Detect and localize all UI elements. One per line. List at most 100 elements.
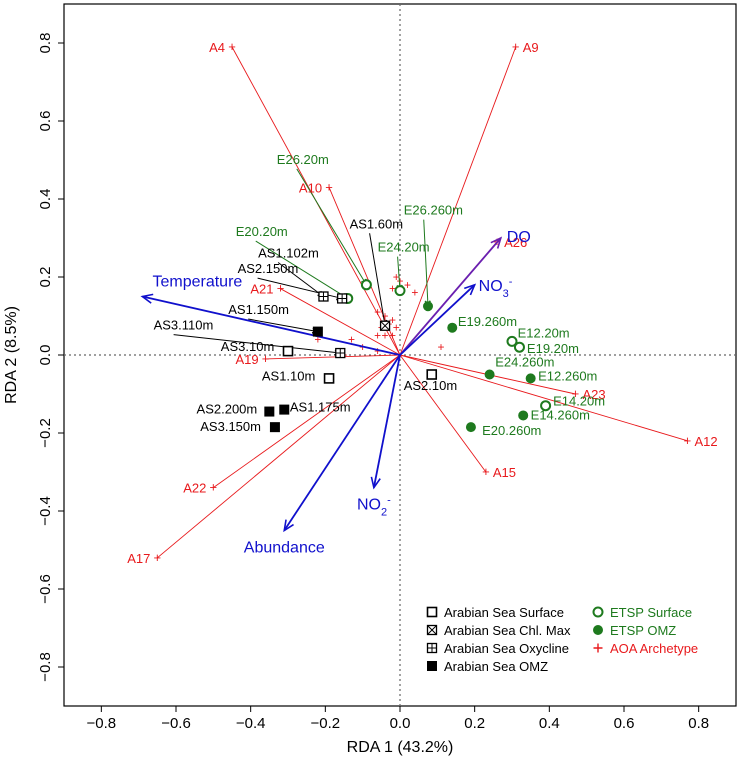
legend-marker-arabian-sea-chl-max-cross	[427, 625, 437, 635]
sample-e19-260m-label: E19.260m	[458, 314, 517, 329]
sample-as1-10m-marker	[323, 373, 335, 384]
y-axis-title: RDA 2 (8.5%)	[3, 306, 20, 404]
archetype-label-a4: A4	[209, 40, 225, 55]
archetype-marker-a12: +	[684, 433, 692, 448]
sample-e14-260m-marker	[518, 410, 529, 421]
sample-e24-20m-label: E24.20m	[378, 240, 430, 255]
env-label-abundance: Abundance	[244, 540, 325, 557]
archetype-marker-a10: +	[325, 179, 333, 194]
env-vector-temperature	[142, 295, 401, 356]
y-tick-label: 0.0	[37, 345, 54, 366]
env-vector-abundance	[283, 354, 401, 531]
sample-as3-10m-marker	[282, 345, 294, 357]
archetype-marker: +	[438, 340, 445, 354]
x-tick-label: 0.2	[464, 715, 485, 732]
archetype-vector-a9	[399, 46, 517, 356]
x-tick-label: 0.6	[614, 715, 635, 732]
x-tick-label: −0.4	[236, 715, 266, 732]
sample-as1-60m-label: AS1.60m	[350, 216, 403, 231]
sample-as3-150m-label: AS3.150m	[200, 419, 261, 434]
y-tick-label: −0.4	[37, 496, 54, 526]
archetype-marker: +	[374, 329, 381, 343]
archetype-marker: +	[382, 309, 389, 323]
sample-e20-260m-marker	[465, 422, 476, 433]
archetype-marker: +	[393, 270, 400, 284]
sample-as1-102m-marker	[318, 291, 329, 302]
legend-marker-arabian-sea-oxycline-plus	[427, 643, 437, 653]
archetype-marker: +	[393, 321, 400, 335]
sample-points	[264, 279, 552, 433]
sample-e19-260m-marker	[447, 322, 458, 333]
environmental-vectors	[140, 236, 503, 533]
archetype-label-a19: A19	[235, 352, 258, 367]
archetype-label-a12: A12	[694, 434, 717, 449]
sample-as3-110m-marker	[335, 347, 346, 359]
sample-e24-260m-marker	[484, 369, 495, 380]
x-tick-label: −0.6	[161, 715, 191, 732]
x-axis: −0.8 −0.6 −0.4 −0.2 0.0 0.2 0.4 0.6 0.8	[87, 706, 709, 732]
y-tick-label: 0.4	[37, 189, 54, 210]
x-tick-label: 0.4	[539, 715, 560, 732]
archetype-marker-a19: +	[262, 351, 270, 366]
sample-e14-20m-label: E14.20m	[553, 394, 605, 409]
archetype-label-a22: A22	[183, 481, 206, 496]
legend-marker-etsp-surface	[592, 606, 604, 618]
legend-marker-arabian-sea-oxycline	[426, 642, 438, 654]
sample-as1-60m-marker	[379, 320, 391, 331]
archetype-label-a26: A26	[504, 235, 527, 250]
archetype-label-a15: A15	[493, 465, 516, 480]
y-tick-label: 0.8	[37, 33, 54, 54]
sample-as1-150m-leader	[248, 318, 318, 333]
env-arrowhead-abundance	[283, 519, 294, 533]
sample-as1-150m-marker	[312, 326, 323, 337]
y-tick-label: −0.8	[37, 652, 54, 682]
archetype-marker-a23: +	[572, 386, 580, 401]
x-tick-label: −0.2	[311, 715, 341, 732]
archetype-marker: +	[374, 344, 381, 358]
sample-e14-20m-marker	[540, 400, 552, 412]
legend-marker-arabian-sea-chl-max	[426, 624, 438, 636]
legend-label-arabian-sea-surface: Arabian Sea Surface	[444, 605, 564, 620]
archetype-label-a10: A10	[299, 180, 322, 195]
sample-e26-260m-leader	[423, 219, 429, 307]
sample-as2-200m-marker	[264, 406, 275, 417]
archetype-marker: +	[374, 305, 381, 319]
x-tick-label: −0.8	[87, 715, 117, 732]
env-arrowhead-do	[490, 236, 503, 249]
env-vector-no2	[372, 354, 401, 488]
sample-as2-10m-label: AS2.10m	[404, 378, 457, 393]
legend-marker-arabian-sea-surface	[426, 606, 438, 618]
archetype-marker: +	[348, 332, 355, 346]
archetype-vector-a12	[399, 354, 688, 442]
legend: Arabian Sea Surface Arabian Sea Chl. Max A…	[426, 605, 698, 674]
archetype-marker: +	[389, 329, 396, 343]
sample-e26-20m-marker	[360, 279, 372, 291]
sample-e24-260m-label: E24.260m	[495, 355, 554, 370]
archetype-label-a21: A21	[250, 282, 273, 297]
legend-label-arabian-sea-chl-max: Arabian Sea Chl. Max	[444, 623, 571, 638]
env-label-no3: NO3-	[479, 276, 513, 300]
sample-e26-20m-label: E26.20m	[277, 152, 329, 167]
sample-e20-20m-leader	[255, 240, 348, 299]
x-tick-label: 0.0	[390, 715, 411, 732]
sample-as2-200m-label: AS2.200m	[197, 402, 258, 417]
legend-marker-aoa-archetype	[593, 643, 603, 653]
legend-marker-etsp-omz	[593, 625, 603, 635]
sample-e19-20m-label: E19.20m	[527, 341, 579, 356]
sample-as2-150m-label: AS2.150m	[238, 261, 299, 276]
sample-e20-260m-label: E20.260m	[482, 423, 541, 438]
archetype-label-a23: A23	[582, 387, 605, 402]
archetype-marker-a15: +	[482, 464, 490, 479]
archetype-vector-a21	[280, 288, 401, 356]
archetype-marker-a17: +	[154, 550, 162, 565]
sample-as1-150m-label: AS1.150m	[228, 302, 289, 317]
sample-as3-110m-label: AS3.110m	[154, 318, 214, 333]
archetype-marker: +	[389, 282, 396, 296]
sample-e26-260m-marker	[423, 301, 433, 312]
y-tick-label: −0.2	[37, 418, 54, 448]
sample-e12-260m-label: E12.260m	[538, 368, 597, 383]
sample-as2-150m-marker	[336, 293, 348, 304]
env-arrowhead-temperature	[140, 293, 154, 304]
env-arrowhead-no3	[464, 283, 477, 296]
